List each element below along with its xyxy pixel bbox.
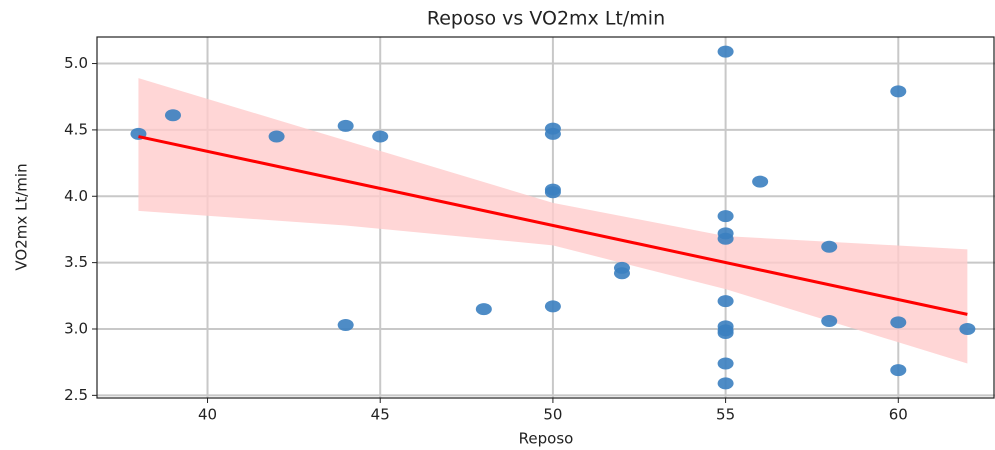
point (821, 240, 838, 253)
point (544, 127, 561, 140)
x-axis-label: Reposo (519, 430, 574, 448)
y-tick-label: 3.0 (64, 319, 88, 337)
point (717, 377, 734, 390)
point (717, 295, 734, 308)
point (717, 326, 734, 339)
x-tick-label: 60 (889, 406, 908, 424)
y-tick-label: 3.5 (64, 253, 88, 271)
y-axis-label: VO2mx Lt/min (13, 163, 31, 270)
point (717, 45, 734, 58)
y-tick-label: 4.5 (64, 120, 88, 138)
point (268, 130, 285, 143)
point (717, 232, 734, 245)
chart-title: Reposo vs VO2mx Lt/min (427, 8, 665, 30)
point (544, 300, 561, 313)
regression-line (138, 135, 968, 316)
y-tick-label: 2.5 (64, 386, 88, 404)
point (164, 109, 181, 122)
point (475, 303, 492, 316)
point (372, 130, 389, 143)
y-tick-label: 4.0 (64, 187, 88, 205)
point (752, 175, 769, 188)
plot-frame (96, 36, 995, 399)
point (890, 316, 907, 329)
x-tick-label: 45 (371, 406, 390, 424)
point (890, 364, 907, 377)
point (544, 186, 561, 199)
y-tick-label: 5.0 (64, 54, 88, 72)
point (337, 319, 354, 332)
point (337, 119, 354, 132)
confidence-band (138, 78, 968, 364)
x-tick-label: 55 (716, 406, 735, 424)
point (821, 315, 838, 328)
point (959, 322, 976, 335)
point (717, 357, 734, 370)
point (890, 85, 907, 98)
x-tick-label: 50 (543, 406, 562, 424)
point (613, 267, 630, 280)
point (717, 210, 734, 223)
x-tick-label: 40 (198, 406, 217, 424)
